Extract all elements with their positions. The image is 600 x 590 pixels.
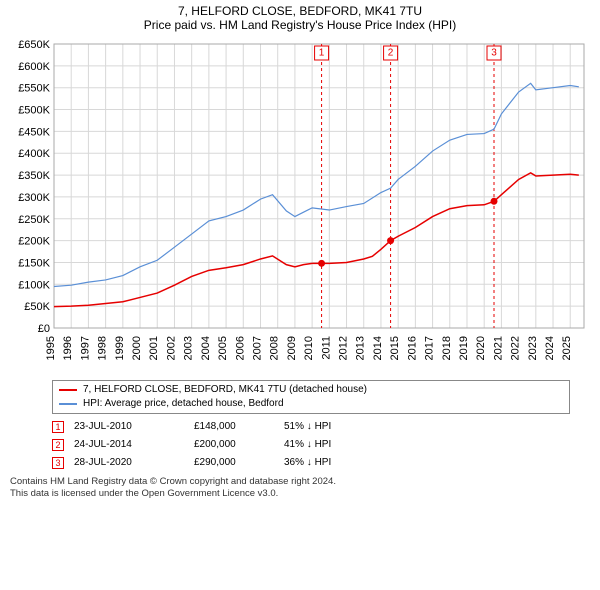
event-marker-box: 3 [52,457,64,469]
svg-text:2024: 2024 [544,336,556,360]
svg-text:2022: 2022 [510,336,522,360]
footer-line-2: This data is licensed under the Open Gov… [10,488,590,500]
svg-text:1999: 1999 [114,336,126,360]
svg-text:1997: 1997 [79,336,91,360]
svg-text:3: 3 [491,48,497,59]
svg-text:£250K: £250K [18,214,50,226]
legend-item: HPI: Average price, detached house, Bedf… [59,397,563,411]
legend-label: HPI: Average price, detached house, Bedf… [83,397,284,411]
svg-text:2: 2 [388,48,394,59]
svg-text:2014: 2014 [372,336,384,360]
svg-text:2010: 2010 [303,336,315,360]
svg-text:£650K: £650K [18,39,50,51]
svg-text:2015: 2015 [389,336,401,360]
svg-text:2019: 2019 [458,336,470,360]
svg-text:2007: 2007 [251,336,263,360]
svg-text:£400K: £400K [18,148,50,160]
event-marker-box: 2 [52,439,64,451]
event-date: 24-JUL-2014 [74,436,184,454]
svg-text:2013: 2013 [355,336,367,360]
event-date: 28-JUL-2020 [74,454,184,472]
events-table: 1 23-JUL-2010 £148,000 51% ↓ HPI 2 24-JUL-201… [52,418,570,472]
legend-label: 7, HELFORD CLOSE, BEDFORD, MK41 7TU (det… [83,383,367,397]
legend-swatch [59,389,77,391]
svg-text:2001: 2001 [148,336,160,360]
svg-text:2016: 2016 [406,336,418,360]
svg-text:1995: 1995 [45,336,57,360]
svg-text:2006: 2006 [234,336,246,360]
svg-text:2002: 2002 [165,336,177,360]
svg-text:1998: 1998 [97,336,109,360]
svg-text:2003: 2003 [183,336,195,360]
svg-text:£550K: £550K [18,83,50,95]
svg-text:£100K: £100K [18,279,50,291]
event-row: 2 24-JUL-2014 £200,000 41% ↓ HPI [52,436,570,454]
svg-text:£200K: £200K [18,236,50,248]
event-marker-box: 1 [52,421,64,433]
svg-text:2012: 2012 [338,336,350,360]
svg-text:2017: 2017 [424,336,436,360]
event-price: £148,000 [194,418,274,436]
legend-item: 7, HELFORD CLOSE, BEDFORD, MK41 7TU (det… [59,383,563,397]
event-pct: 36% ↓ HPI [284,454,384,472]
svg-text:2021: 2021 [492,336,504,360]
svg-text:2008: 2008 [269,336,281,360]
svg-text:1996: 1996 [62,336,74,360]
line-chart: £0 £50K £100K £150K £200K £250K £300K £350K £400… [8,34,592,374]
svg-text:2000: 2000 [131,336,143,360]
svg-text:£500K: £500K [18,105,50,117]
svg-text:2004: 2004 [200,336,212,360]
svg-text:2009: 2009 [286,336,298,360]
event-price: £200,000 [194,436,274,454]
event-price: £290,000 [194,454,274,472]
chart-subtitle: Price paid vs. HM Land Registry's House … [0,18,600,32]
chart-area: £0 £50K £100K £150K £200K £250K £300K £350K £400… [8,34,592,374]
svg-text:£150K: £150K [18,257,50,269]
event-pct: 51% ↓ HPI [284,418,384,436]
event-row: 1 23-JUL-2010 £148,000 51% ↓ HPI [52,418,570,436]
svg-text:£450K: £450K [18,126,50,138]
event-row: 3 28-JUL-2020 £290,000 36% ↓ HPI [52,454,570,472]
svg-text:£0: £0 [38,323,50,335]
svg-text:2023: 2023 [527,336,539,360]
chart-title: 7, HELFORD CLOSE, BEDFORD, MK41 7TU [0,4,600,18]
event-pct: 41% ↓ HPI [284,436,384,454]
svg-text:£350K: £350K [18,170,50,182]
svg-text:£600K: £600K [18,61,50,73]
svg-text:2018: 2018 [441,336,453,360]
svg-text:2005: 2005 [217,336,229,360]
svg-text:2025: 2025 [561,336,573,360]
svg-text:£300K: £300K [18,192,50,204]
svg-text:2011: 2011 [320,336,332,360]
legend: 7, HELFORD CLOSE, BEDFORD, MK41 7TU (det… [52,380,570,414]
svg-text:2020: 2020 [475,336,487,360]
svg-text:£50K: £50K [24,301,50,313]
svg-text:1: 1 [319,48,325,59]
event-date: 23-JUL-2010 [74,418,184,436]
footer-line-1: Contains HM Land Registry data © Crown c… [10,476,590,488]
legend-swatch [59,403,77,405]
footer: Contains HM Land Registry data © Crown c… [10,476,590,500]
